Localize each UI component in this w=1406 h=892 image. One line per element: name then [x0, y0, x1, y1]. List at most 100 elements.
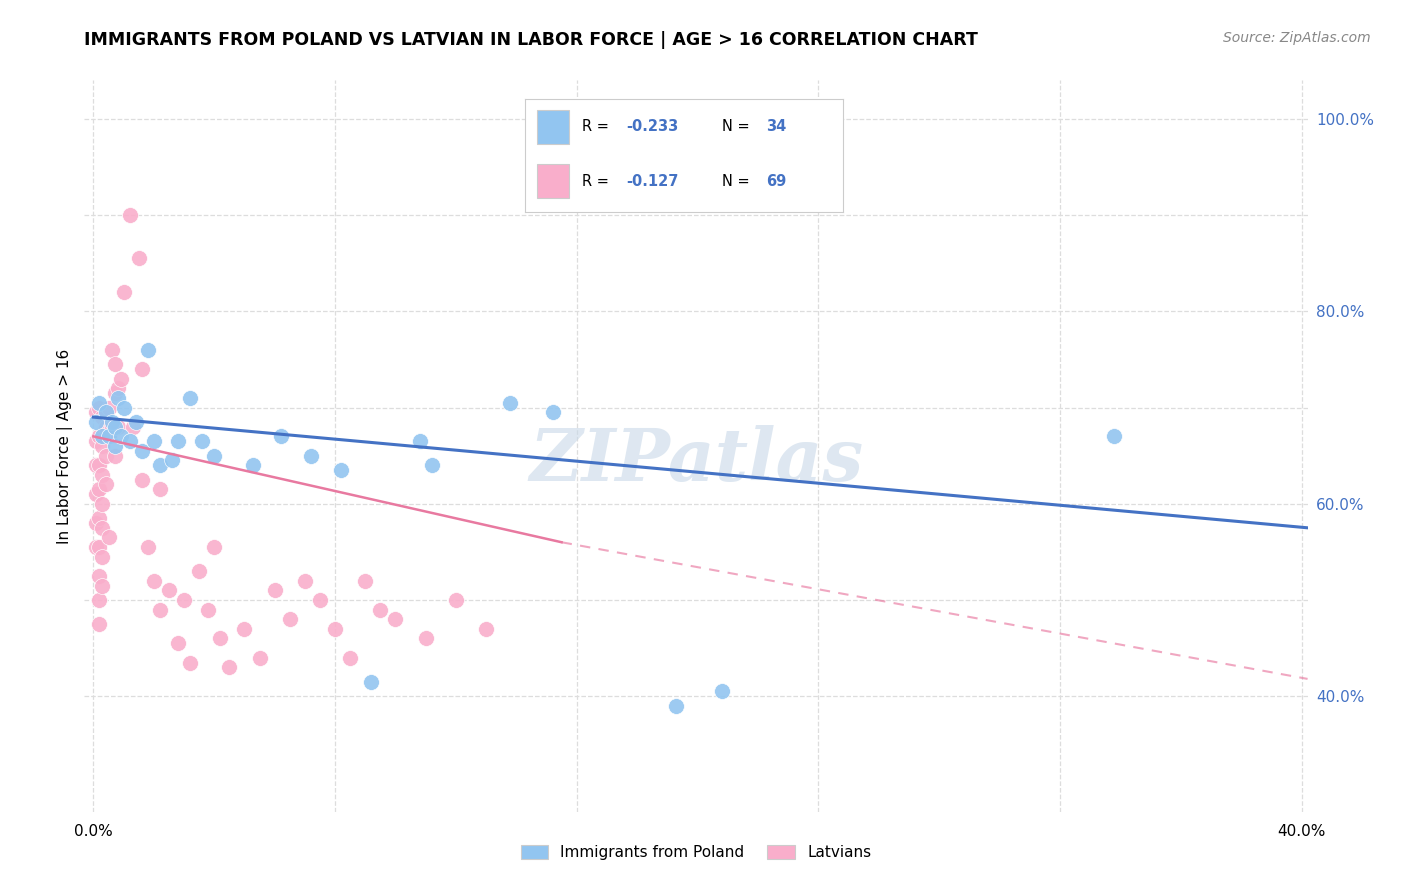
Point	[499, 395, 522, 409]
Point	[91, 497, 114, 511]
Point	[86, 540, 108, 554]
Point	[209, 632, 232, 646]
Point	[188, 564, 211, 578]
Point	[86, 487, 108, 501]
Point	[91, 439, 114, 453]
Y-axis label: In Labor Force | Age > 16: In Labor Force | Age > 16	[58, 349, 73, 543]
Point	[86, 434, 108, 449]
Point	[415, 632, 437, 646]
Point	[354, 574, 377, 588]
Point	[103, 419, 125, 434]
Point	[149, 458, 172, 473]
Point	[202, 449, 225, 463]
Point	[278, 612, 301, 626]
Point	[218, 660, 240, 674]
Text: Source: ZipAtlas.com: Source: ZipAtlas.com	[1223, 31, 1371, 45]
Point	[360, 674, 382, 689]
Point	[1104, 429, 1126, 443]
Point	[242, 458, 264, 473]
Point	[103, 386, 125, 401]
Point	[160, 453, 183, 467]
Point	[94, 449, 117, 463]
Point	[89, 458, 111, 473]
Point	[370, 602, 392, 616]
Text: IMMIGRANTS FROM POLAND VS LATVIAN IN LABOR FORCE | AGE > 16 CORRELATION CHART: IMMIGRANTS FROM POLAND VS LATVIAN IN LAB…	[84, 31, 979, 49]
Point	[136, 343, 159, 357]
Point	[89, 395, 111, 409]
Point	[118, 208, 141, 222]
Point	[94, 419, 117, 434]
Point	[179, 656, 201, 670]
Point	[408, 434, 430, 449]
Point	[142, 574, 165, 588]
Point	[89, 540, 111, 554]
Point	[323, 622, 346, 636]
Point	[157, 583, 180, 598]
Point	[103, 449, 125, 463]
Point	[110, 371, 132, 385]
Point	[100, 415, 122, 429]
Point	[112, 401, 135, 415]
Point	[136, 540, 159, 554]
Point	[475, 622, 498, 636]
Point	[91, 578, 114, 592]
Point	[131, 473, 153, 487]
Point	[86, 415, 108, 429]
Point	[710, 684, 733, 698]
Point	[100, 419, 122, 434]
Point	[86, 405, 108, 419]
Point	[100, 343, 122, 357]
Point	[167, 636, 190, 650]
Point	[91, 521, 114, 535]
Point	[118, 434, 141, 449]
Point	[294, 574, 316, 588]
Point	[309, 593, 332, 607]
Point	[270, 429, 292, 443]
Point	[103, 439, 125, 453]
Point	[330, 463, 353, 477]
Point	[89, 569, 111, 583]
Point	[149, 602, 172, 616]
Point	[89, 593, 111, 607]
Point	[86, 458, 108, 473]
Point	[107, 391, 129, 405]
Point	[128, 252, 150, 266]
Point	[103, 357, 125, 371]
Point	[121, 419, 143, 434]
Point	[173, 593, 195, 607]
Point	[97, 429, 120, 443]
Text: ZIPatlas: ZIPatlas	[529, 425, 863, 496]
Point	[131, 443, 153, 458]
Point	[665, 698, 688, 713]
Point	[299, 449, 322, 463]
Point	[179, 391, 201, 405]
Point	[131, 362, 153, 376]
Point	[263, 583, 285, 598]
Point	[107, 381, 129, 395]
Point	[149, 483, 172, 497]
Point	[91, 467, 114, 482]
Legend: Immigrants from Poland, Latvians: Immigrants from Poland, Latvians	[515, 839, 877, 866]
Point	[125, 415, 148, 429]
Point	[89, 511, 111, 525]
Point	[202, 540, 225, 554]
Point	[91, 429, 114, 443]
Point	[89, 483, 111, 497]
Point	[89, 617, 111, 632]
Point	[384, 612, 406, 626]
Point	[94, 405, 117, 419]
Point	[233, 622, 256, 636]
Point	[197, 602, 219, 616]
Point	[339, 650, 361, 665]
Point	[249, 650, 271, 665]
Point	[420, 458, 443, 473]
Point	[107, 419, 129, 434]
Point	[142, 434, 165, 449]
Point	[97, 530, 120, 544]
Point	[86, 516, 108, 530]
Point	[91, 410, 114, 425]
Point	[110, 429, 132, 443]
Point	[191, 434, 214, 449]
Point	[112, 285, 135, 299]
Point	[97, 401, 120, 415]
